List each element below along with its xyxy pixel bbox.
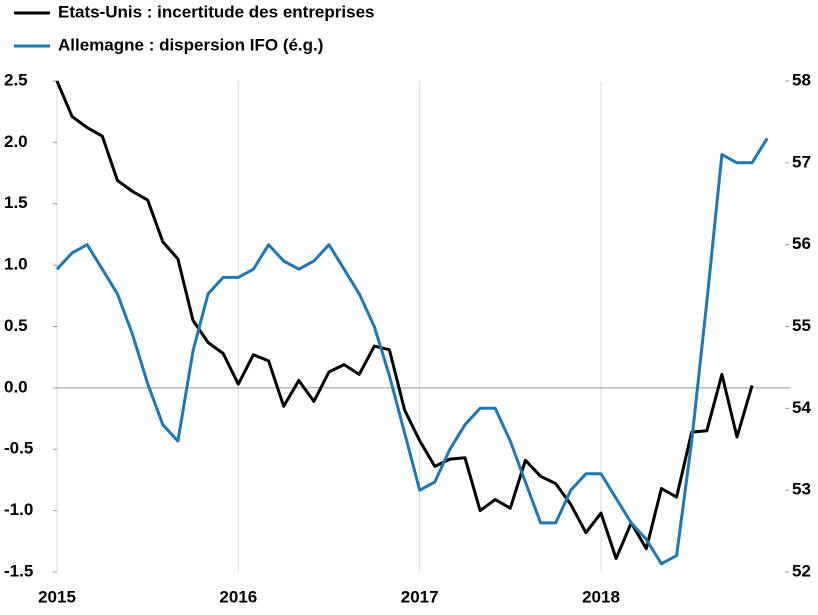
series-line: [55, 80, 754, 560]
y2-tick-label: 54: [792, 398, 811, 417]
y-tick-label: 1.0: [4, 255, 28, 274]
legend-label: Etats-Unis : incertitude des entreprises: [58, 2, 374, 21]
y-tick-label: -0.5: [4, 439, 33, 458]
y2-tick-label: 57: [792, 152, 811, 171]
x-tick-label: 2015: [38, 587, 76, 606]
y-tick-label: -1.0: [4, 500, 33, 519]
y2-tick-label: 52: [792, 561, 811, 580]
y-tick-label: -1.5: [4, 561, 33, 580]
y2-tick-label: 53: [792, 480, 811, 499]
series-line: [55, 137, 769, 566]
y-tick-label: 1.5: [4, 193, 28, 212]
y-tick-label: 2.0: [4, 132, 28, 151]
x-tick-label: 2017: [401, 587, 439, 606]
y-tick-label: 0.5: [4, 316, 28, 335]
y2-tick-label: 56: [792, 234, 811, 253]
y2-tick-label: 55: [792, 316, 811, 335]
x-tick-label: 2016: [219, 587, 257, 606]
y-tick-label: 2.5: [4, 70, 28, 89]
x-tick-label: 2018: [582, 587, 620, 606]
y2-tick-label: 58: [792, 70, 811, 89]
y-tick-label: 0.0: [4, 377, 28, 396]
legend-label: Allemagne : dispersion IFO (é.g.): [58, 35, 323, 54]
